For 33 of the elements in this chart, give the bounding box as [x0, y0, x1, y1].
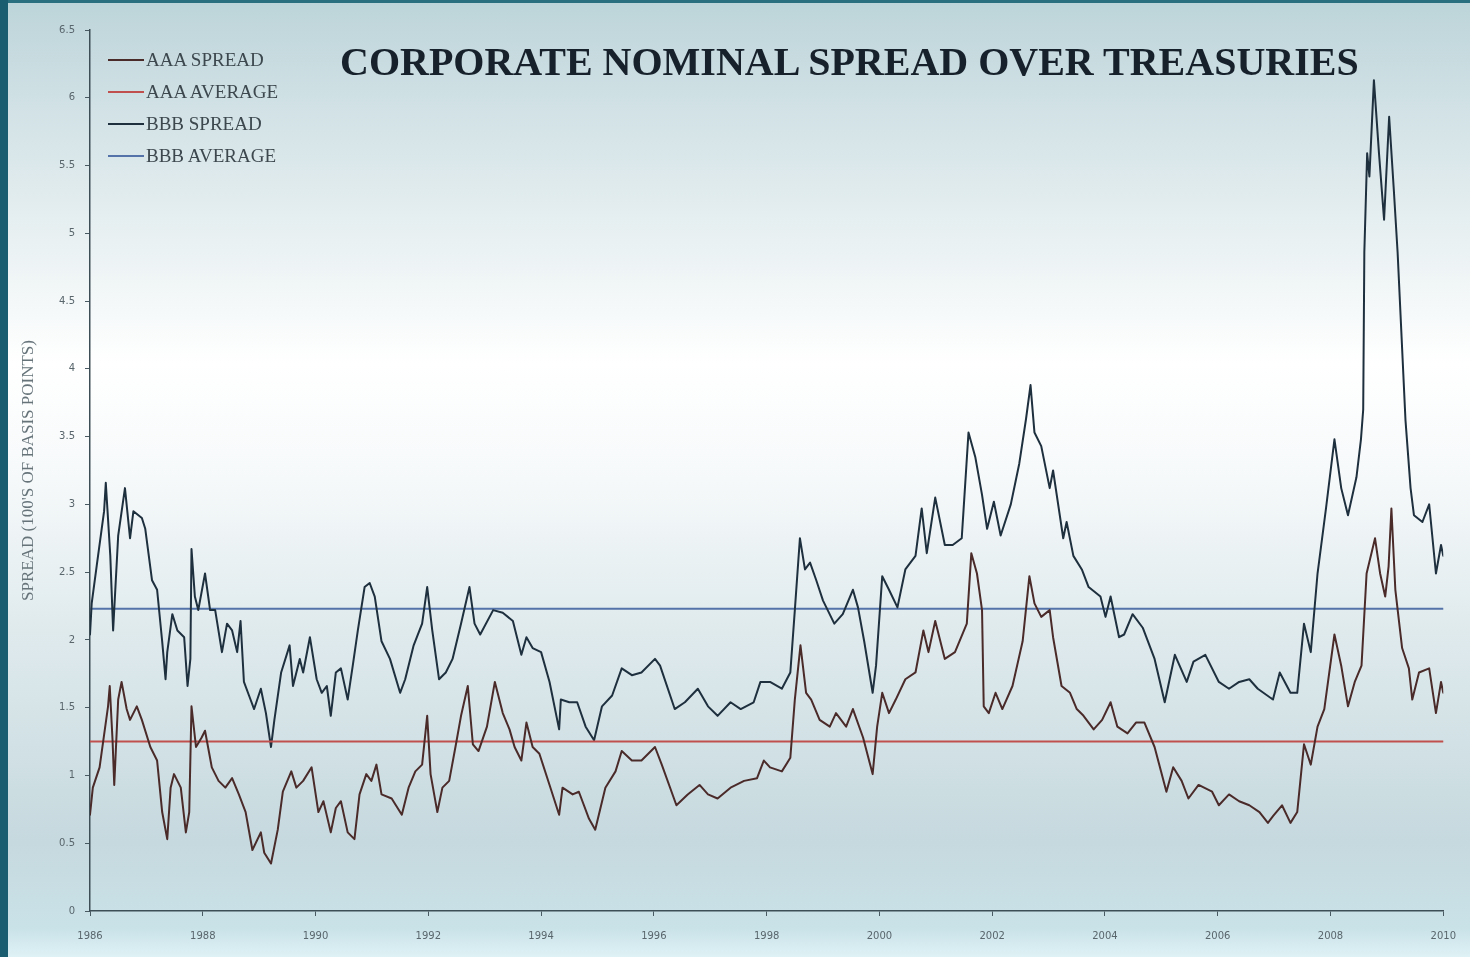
y-tick-label: 3 [68, 497, 75, 509]
x-tick-label: 2004 [1092, 929, 1118, 941]
legend-label: AAA SPREAD [146, 49, 264, 71]
y-tick-label: 1.5 [59, 701, 75, 713]
x-tick-label: 1990 [302, 929, 329, 941]
y-tick-label: 0 [68, 904, 75, 916]
y-tick-label: 2.5 [59, 565, 75, 577]
x-tick-label: 2006 [1205, 929, 1231, 941]
y-tick-label: 2 [68, 633, 75, 645]
x-tick-label: 1988 [190, 929, 216, 941]
x-tick-label: 1992 [415, 929, 442, 941]
y-tick-label: 4 [68, 362, 75, 374]
x-tick-label: 1986 [77, 929, 103, 941]
legend-label: BBB AVERAGE [146, 145, 277, 167]
y-tick-label: 1 [68, 769, 75, 781]
chart-title: CORPORATE NOMINAL SPREAD OVER TREASURIES [340, 38, 1359, 86]
y-tick-label: 5.5 [59, 159, 75, 171]
x-tick-label: 2000 [866, 929, 893, 941]
x-tick-label: 1994 [528, 929, 554, 941]
y-tick-label: 5 [68, 226, 75, 238]
y-tick-label: 6.5 [59, 23, 75, 35]
y-tick-label: 4.5 [59, 294, 75, 306]
x-tick-label: 2002 [979, 929, 1005, 941]
y-tick-label: 0.5 [59, 836, 75, 848]
x-tick-label: 2010 [1430, 929, 1456, 941]
y-tick-label: 3.5 [59, 430, 75, 442]
x-tick-label: 2008 [1317, 929, 1344, 941]
legend-label: AAA AVERAGE [146, 81, 279, 103]
x-tick-label: 1996 [641, 929, 667, 941]
legend-label: BBB SPREAD [146, 113, 262, 135]
x-tick-label: 1998 [753, 929, 780, 941]
y-tick-label: 6 [68, 91, 75, 103]
y-axis-title: SPREAD (100'S OF BASIS POINTS) [17, 340, 37, 601]
